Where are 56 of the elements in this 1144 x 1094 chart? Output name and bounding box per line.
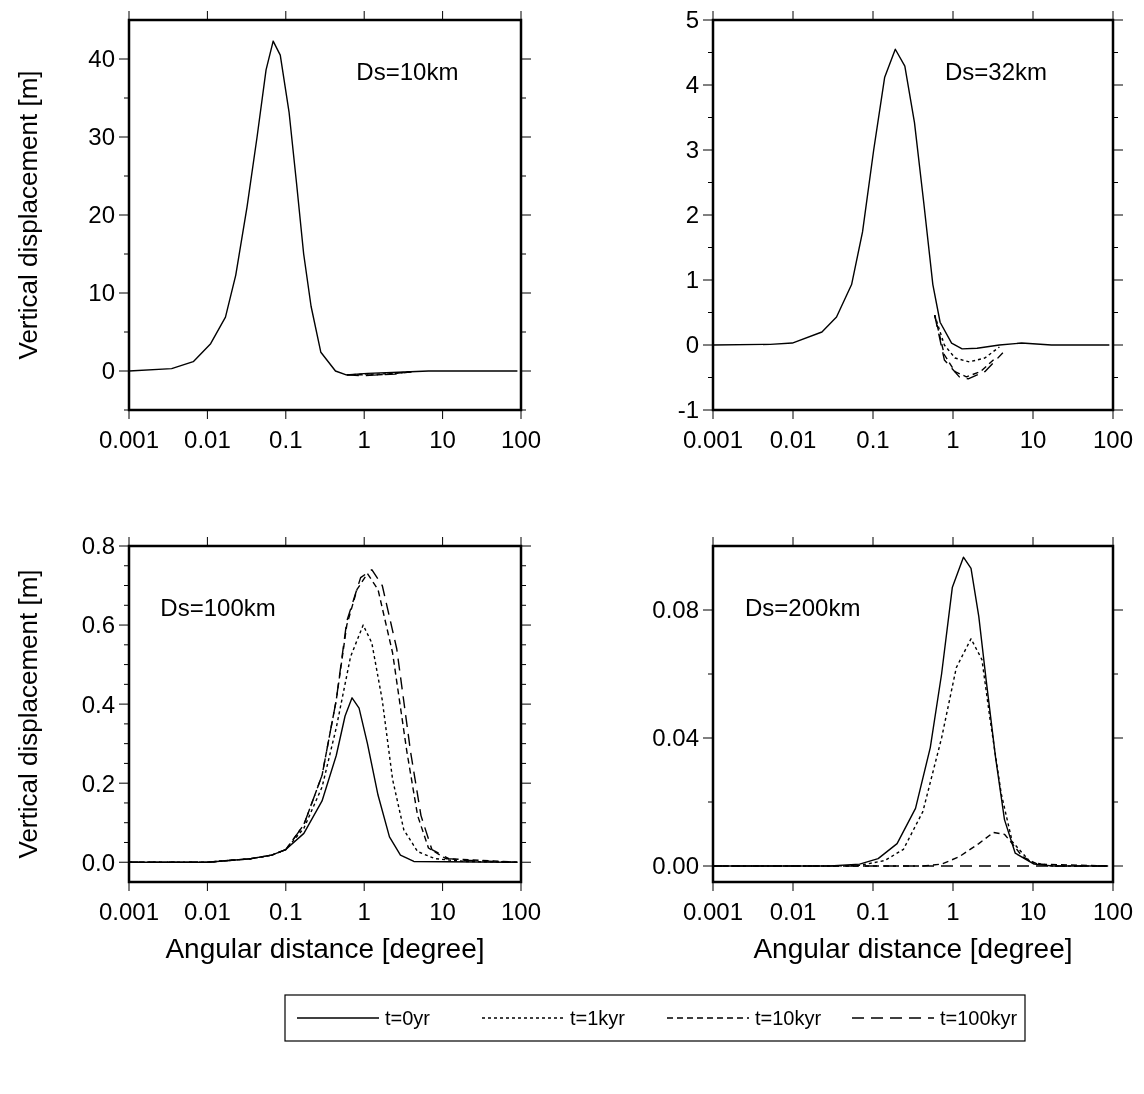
y-tick-label: 0 bbox=[685, 331, 699, 359]
annotation: Ds=32km bbox=[945, 58, 1048, 85]
x-tick-label: 1 bbox=[357, 426, 371, 453]
x-axis-title: Angular distance [degree] bbox=[165, 933, 485, 964]
legend-label: t=0yr bbox=[385, 1007, 431, 1029]
y-tick-label: 4 bbox=[685, 71, 699, 99]
legend-label: t=10kyr bbox=[755, 1007, 822, 1029]
x-tick-label: 0.001 bbox=[98, 426, 160, 453]
y-tick-label: 3 bbox=[685, 136, 699, 164]
y-tick-label: 0.2 bbox=[81, 769, 115, 797]
x-tick-label: 0.01 bbox=[184, 898, 231, 925]
x-tick-label: 1 bbox=[946, 898, 960, 925]
y-tick-label: 0.00 bbox=[652, 852, 699, 880]
legend-label: t=100kyr bbox=[940, 1007, 1018, 1029]
y-tick-label: 0.0 bbox=[81, 848, 115, 876]
y-axis-title: Vertical displacement [m] bbox=[13, 569, 43, 859]
x-tick-label: 0.001 bbox=[682, 898, 744, 925]
annotation: Ds=100km bbox=[160, 594, 276, 621]
y-tick-label: 1 bbox=[685, 266, 699, 294]
x-tick-label: 0.1 bbox=[856, 426, 890, 453]
y-tick-label: 0.08 bbox=[652, 596, 699, 624]
y-tick-label: 20 bbox=[88, 201, 115, 229]
y-tick-label: -1 bbox=[677, 396, 699, 424]
x-tick-label: 0.01 bbox=[769, 426, 817, 453]
x-tick-label: 100 bbox=[1092, 898, 1134, 925]
x-tick-label: 10 bbox=[1019, 898, 1047, 925]
y-tick-label: 30 bbox=[88, 123, 115, 151]
x-tick-label: 0.001 bbox=[98, 898, 160, 925]
y-tick-label: 5 bbox=[685, 6, 699, 34]
y-tick-label: 10 bbox=[88, 279, 115, 307]
annotation: Ds=10km bbox=[356, 58, 459, 85]
y-tick-label: 2 bbox=[685, 201, 699, 229]
y-tick-label: 0.4 bbox=[81, 690, 115, 718]
x-axis-title: Angular distance [degree] bbox=[753, 933, 1073, 964]
legend-label: t=1kyr bbox=[570, 1007, 626, 1029]
y-tick-label: 0.04 bbox=[652, 724, 699, 752]
x-tick-label: 100 bbox=[500, 898, 542, 925]
x-tick-label: 0.1 bbox=[269, 426, 303, 453]
y-tick-label: 0 bbox=[101, 357, 115, 385]
x-tick-label: 100 bbox=[1092, 426, 1134, 453]
y-tick-label: 40 bbox=[88, 45, 115, 73]
y-tick-label: 0.6 bbox=[81, 611, 115, 639]
y-tick-label: 0.8 bbox=[81, 532, 115, 560]
x-tick-label: 0.01 bbox=[184, 426, 231, 453]
annotation: Ds=200km bbox=[745, 594, 861, 621]
x-tick-label: 1 bbox=[946, 426, 960, 453]
x-tick-label: 1 bbox=[357, 898, 371, 925]
x-tick-label: 100 bbox=[500, 426, 542, 453]
x-tick-label: 10 bbox=[1019, 426, 1047, 453]
x-tick-label: 0.1 bbox=[856, 898, 890, 925]
x-tick-label: 0.1 bbox=[269, 898, 303, 925]
y-axis-title: Vertical displacement [m] bbox=[13, 70, 43, 360]
x-tick-label: 10 bbox=[429, 426, 456, 453]
x-tick-label: 10 bbox=[429, 898, 456, 925]
x-tick-label: 0.001 bbox=[682, 426, 744, 453]
x-tick-label: 0.01 bbox=[769, 898, 817, 925]
